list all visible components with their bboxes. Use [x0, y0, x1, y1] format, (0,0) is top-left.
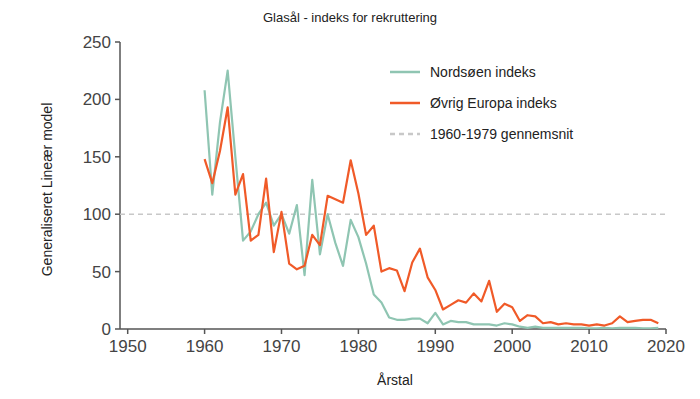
x-tick-label: 1980: [339, 337, 377, 356]
plot-area: [120, 71, 666, 329]
series-line: [205, 71, 659, 329]
legend-label: Nordsøen indeks: [430, 64, 536, 80]
y-tick-label: 100: [83, 205, 111, 224]
y-tick-label: 200: [83, 90, 111, 109]
legend-label: 1960-1979 gennemsnit: [430, 126, 573, 142]
x-tick-label: 1970: [263, 337, 301, 356]
legend-swatch: [390, 133, 420, 136]
legend-label: Øvrig Europa indeks: [430, 95, 557, 111]
x-tick-label: 2000: [493, 337, 531, 356]
x-axis-label: Årstal: [377, 372, 413, 388]
y-tick-label: 150: [83, 148, 111, 167]
legend-swatch: [390, 102, 420, 105]
y-tick-label: 50: [92, 263, 111, 282]
x-tick-label: 2020: [647, 337, 685, 356]
x-tick-label: 1950: [109, 337, 147, 356]
legend-swatch: [390, 71, 420, 74]
legend: Nordsøen indeks Øvrig Europa indeks 1960-1…: [390, 64, 573, 142]
x-tick-label: 2010: [570, 337, 608, 356]
chart: Glasål - indeks for rekruttering Årstal Ge…: [0, 0, 700, 399]
reference-line: [120, 213, 666, 215]
x-tick-label: 1990: [416, 337, 454, 356]
title: Glasål - indeks for rekruttering: [263, 10, 437, 25]
y-axis-label: Generaliseret Lineær model: [39, 103, 55, 277]
y-axis: [119, 42, 121, 329]
series-line: [205, 107, 659, 325]
y-tick-label: 250: [83, 33, 111, 52]
x-tick-label: 1960: [186, 337, 224, 356]
